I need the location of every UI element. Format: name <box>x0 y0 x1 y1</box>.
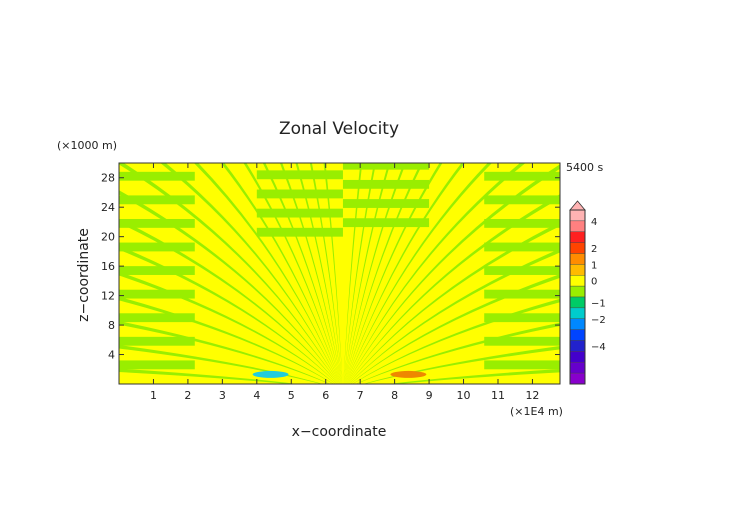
colorbar-level <box>569 264 586 276</box>
colorbar-tick-label: 0 <box>591 277 597 288</box>
y-tick-label: 24 <box>101 201 115 214</box>
extremum-positive <box>390 370 427 378</box>
y-tick-label: 28 <box>101 172 115 185</box>
x-tick-label: 5 <box>288 389 295 402</box>
colorbar-level <box>569 220 586 232</box>
velocity-band <box>484 171 560 181</box>
velocity-band <box>363 345 560 384</box>
y-unit-label: (×1000 m) <box>57 139 117 152</box>
plot-frame <box>118 162 561 385</box>
colorbar-level <box>569 253 586 265</box>
colorbar: 4 2 1 0 −1 −2 −4 <box>569 200 606 385</box>
extremum-negative <box>252 370 289 378</box>
colorbar-frame <box>569 209 586 385</box>
plot-area <box>118 162 561 385</box>
x-unit-label: (×1E4 m) <box>510 405 563 418</box>
colorbar-level <box>569 372 586 385</box>
velocity-band <box>484 195 560 205</box>
velocity-band <box>484 313 560 323</box>
velocity-band <box>484 336 560 346</box>
velocity-band <box>119 368 298 384</box>
velocity-band <box>119 271 336 384</box>
velocity-band <box>256 170 343 180</box>
colorbar-level <box>569 209 586 222</box>
velocity-band <box>119 313 195 323</box>
velocity-band <box>119 195 195 205</box>
colorbar-level <box>569 285 586 298</box>
y-tick-label: 16 <box>101 260 115 273</box>
colorbar-arrow <box>569 200 586 211</box>
x-tick-label: 11 <box>491 389 505 402</box>
velocity-band <box>352 298 560 384</box>
colorbar-level <box>569 242 586 254</box>
colorbar-level <box>569 307 586 319</box>
colorbar-tick-label: 4 <box>591 217 597 228</box>
x-axis-label: x−coordinate <box>292 424 387 440</box>
colorbar-level <box>569 329 586 341</box>
colorbar-level <box>569 231 586 243</box>
colorbar-level <box>569 351 586 363</box>
x-tick-label: 10 <box>457 389 471 402</box>
y-axis-ticks: 4 8 12 16 20 24 28 <box>101 172 560 362</box>
colorbar-level <box>569 340 586 352</box>
velocity-band <box>342 199 430 208</box>
chart-title: Zonal Velocity <box>279 119 399 139</box>
velocity-field <box>119 163 560 384</box>
x-tick-label: 9 <box>426 389 433 402</box>
velocity-band <box>119 266 195 275</box>
velocity-band <box>484 289 560 299</box>
velocity-band <box>119 289 195 299</box>
x-axis-ticks: 1 2 3 4 5 6 7 8 9 10 11 12 <box>150 163 539 402</box>
velocity-band <box>119 360 195 370</box>
y-axis-label: z−coordinate <box>76 228 92 322</box>
velocity-band <box>388 369 560 384</box>
velocity-band <box>342 163 430 170</box>
velocity-band <box>256 208 343 218</box>
velocity-band <box>342 218 430 228</box>
colorbar-level <box>569 362 586 374</box>
x-tick-label: 12 <box>525 389 539 402</box>
velocity-band <box>256 189 343 199</box>
y-tick-label: 8 <box>108 319 115 332</box>
y-tick-label: 4 <box>108 349 115 362</box>
x-tick-label: 4 <box>253 389 260 402</box>
time-label: 5400 s <box>566 161 603 174</box>
colorbar-tick-label: −2 <box>591 315 606 326</box>
colorbar-tick-label: −1 <box>591 298 606 309</box>
x-tick-label: 7 <box>357 389 364 402</box>
x-tick-label: 1 <box>150 389 157 402</box>
colorbar-level <box>569 296 586 309</box>
velocity-band <box>119 321 331 384</box>
velocity-band <box>119 171 195 181</box>
velocity-band <box>256 227 343 237</box>
velocity-band <box>119 242 195 252</box>
y-tick-label: 12 <box>101 290 115 303</box>
velocity-band <box>484 360 560 370</box>
velocity-band <box>119 296 334 384</box>
x-tick-label: 6 <box>322 389 329 402</box>
velocity-band <box>342 179 430 189</box>
velocity-band <box>350 274 560 384</box>
y-tick-label: 20 <box>101 231 115 244</box>
velocity-band <box>484 242 560 252</box>
velocity-band <box>119 218 195 228</box>
x-tick-label: 8 <box>391 389 398 402</box>
colorbar-tick-label: 2 <box>591 244 597 255</box>
velocity-band <box>484 218 560 228</box>
velocity-band <box>355 322 560 384</box>
colorbar-level <box>569 275 586 287</box>
x-tick-label: 2 <box>184 389 191 402</box>
velocity-band <box>119 345 323 384</box>
velocity-band <box>119 336 195 346</box>
velocity-band <box>484 266 560 275</box>
colorbar-tick-label: −4 <box>591 342 606 353</box>
colorbar-level <box>569 318 586 330</box>
colorbar-tick-label: 1 <box>591 260 597 271</box>
x-tick-label: 3 <box>219 389 226 402</box>
